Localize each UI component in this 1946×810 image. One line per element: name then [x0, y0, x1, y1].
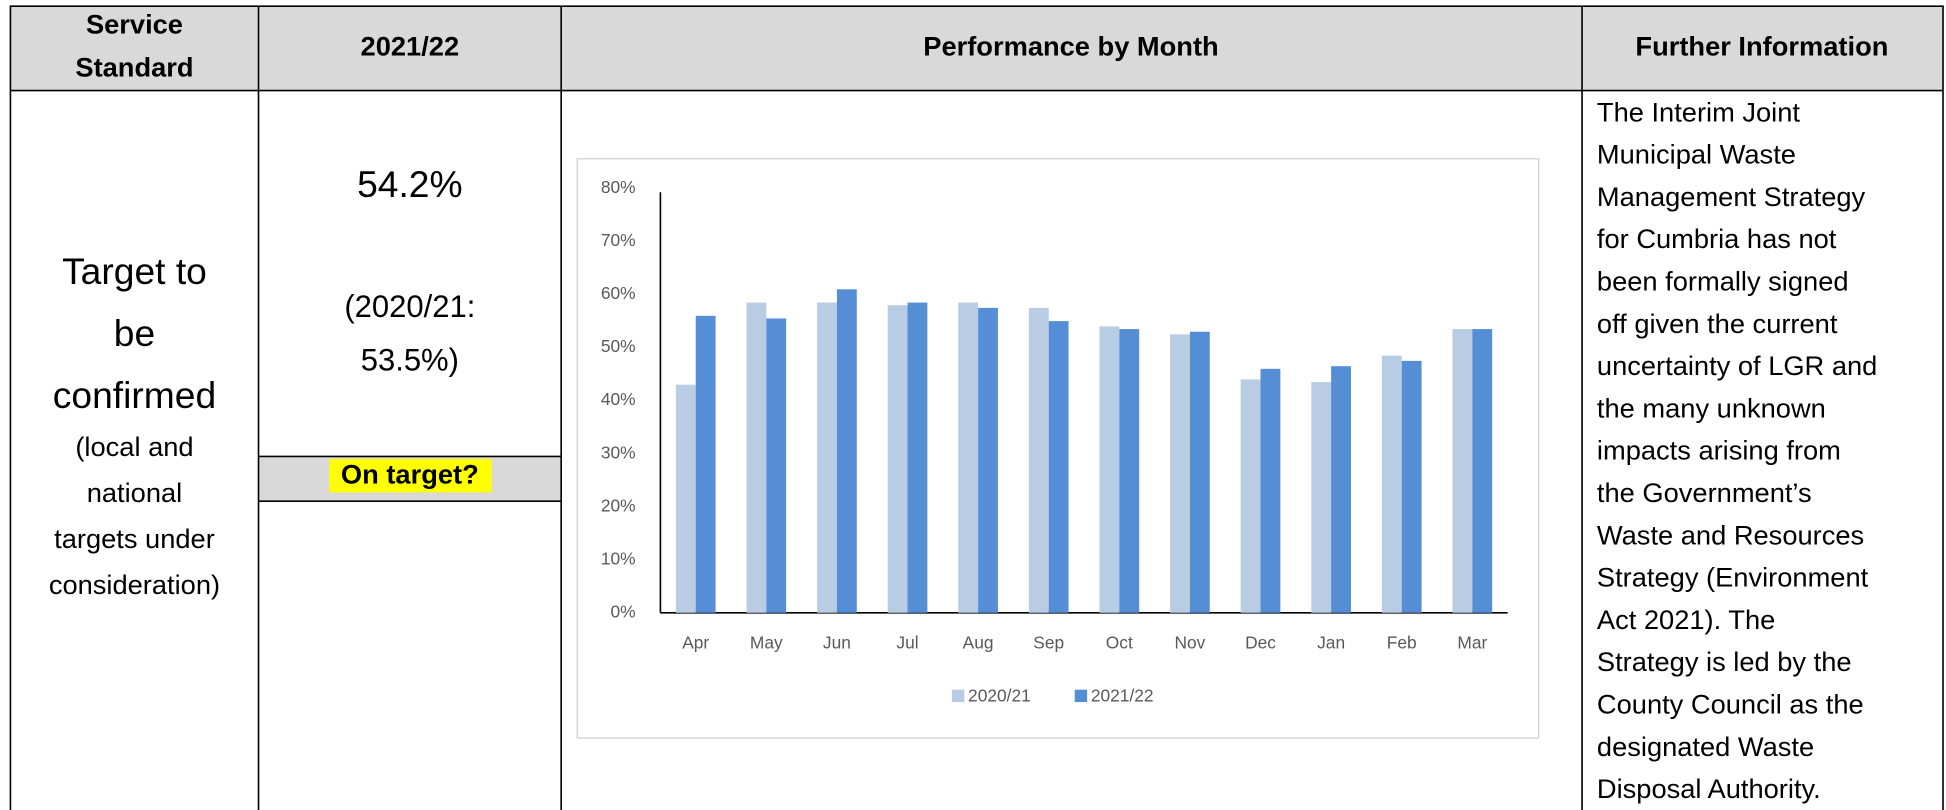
legend-label: 2021/22	[1091, 686, 1154, 706]
note-text: (local and	[75, 431, 193, 462]
info-text: off given the current	[1597, 308, 1838, 339]
info-text: The Interim Joint	[1597, 96, 1800, 127]
info-text: Management Strategy	[1597, 181, 1866, 212]
highlight	[329, 458, 492, 493]
bar	[675, 384, 696, 613]
target-text: confirmed	[53, 374, 216, 416]
bar	[887, 305, 908, 613]
x-tick-label: Jul	[896, 632, 918, 652]
info-text: Waste and Resources	[1597, 519, 1864, 550]
legend-label: 2020/21	[968, 686, 1031, 706]
info-text: Strategy is led by the	[1597, 646, 1852, 677]
previous-value: 53.5%)	[361, 342, 459, 377]
bar	[695, 315, 716, 613]
info-text: Disposal Authority.	[1597, 773, 1821, 804]
bar	[1260, 368, 1281, 613]
legend-swatch	[951, 689, 965, 703]
x-tick-label: Dec	[1245, 632, 1276, 652]
note-text: targets under	[54, 523, 215, 554]
info-text: been formally signed	[1597, 266, 1849, 297]
x-tick-label: Sep	[1033, 632, 1064, 652]
x-tick-label: Apr	[682, 632, 709, 652]
bar	[1119, 329, 1140, 613]
x-tick-label: Oct	[1106, 632, 1133, 652]
bar	[1028, 307, 1049, 613]
target-text: be	[114, 312, 155, 354]
x-tick-label: Feb	[1387, 632, 1417, 652]
x-tick-label: Mar	[1457, 632, 1487, 652]
bar	[817, 302, 837, 613]
y-tick-label: 60%	[601, 283, 636, 303]
y-tick-label: 0%	[611, 601, 636, 621]
legend-swatch	[1074, 689, 1088, 703]
note-text: consideration)	[49, 569, 220, 600]
y-tick-label: 50%	[601, 336, 636, 356]
header-text: Service	[86, 8, 183, 39]
bar	[1472, 329, 1493, 613]
info-text: the Government’s	[1597, 477, 1812, 508]
result-value: 54.2%	[357, 163, 463, 205]
y-tick-label: 20%	[601, 495, 636, 515]
previous-value: (2020/21:	[344, 289, 475, 324]
bar	[958, 302, 979, 613]
y-tick-label: 80%	[601, 177, 636, 197]
header-row	[10, 6, 1944, 91]
bar	[1331, 366, 1351, 613]
info-text: designated Waste	[1597, 731, 1814, 762]
info-text: the many unknown	[1597, 392, 1826, 423]
bar	[1240, 379, 1261, 613]
bar	[1170, 334, 1190, 613]
note-text: national	[87, 477, 183, 508]
bar	[1048, 321, 1069, 613]
y-tick-label: 70%	[601, 230, 636, 250]
bar	[1452, 329, 1473, 613]
x-tick-label: May	[750, 632, 783, 652]
header-text: 2021/22	[361, 31, 460, 62]
info-text: uncertainty of LGR and	[1597, 350, 1877, 381]
bar	[978, 307, 998, 613]
table-grid	[9, 5, 1944, 810]
header-text: Performance by Month	[923, 31, 1218, 62]
y-tick-label: 40%	[601, 389, 636, 409]
header-text: Standard	[75, 52, 193, 83]
info-text: impacts arising from	[1597, 435, 1841, 466]
y-tick-label: 30%	[601, 442, 636, 462]
target-text: Target to	[62, 250, 207, 292]
x-tick-label: Aug	[963, 632, 994, 652]
bar	[1381, 355, 1402, 613]
info-text: Strategy (Environment	[1597, 562, 1869, 593]
bar	[836, 289, 857, 613]
x-tick-label: Nov	[1174, 632, 1205, 652]
x-tick-label: Jun	[823, 632, 851, 652]
info-text: Act 2021). The	[1597, 604, 1775, 635]
bar	[746, 302, 767, 613]
bar	[1099, 326, 1120, 613]
header-text: Further Information	[1635, 31, 1888, 62]
x-tick-label: Jan	[1317, 632, 1345, 652]
info-text: for Cumbria has not	[1597, 223, 1837, 254]
bar	[1311, 382, 1332, 613]
info-text: Municipal Waste	[1597, 139, 1796, 170]
bar	[907, 302, 928, 613]
status-text: On target?	[341, 459, 479, 490]
bar	[766, 318, 787, 613]
y-tick-label: 10%	[601, 548, 636, 568]
bar	[1401, 360, 1422, 613]
bar	[1189, 331, 1210, 613]
info-text: County Council as the	[1597, 689, 1864, 720]
